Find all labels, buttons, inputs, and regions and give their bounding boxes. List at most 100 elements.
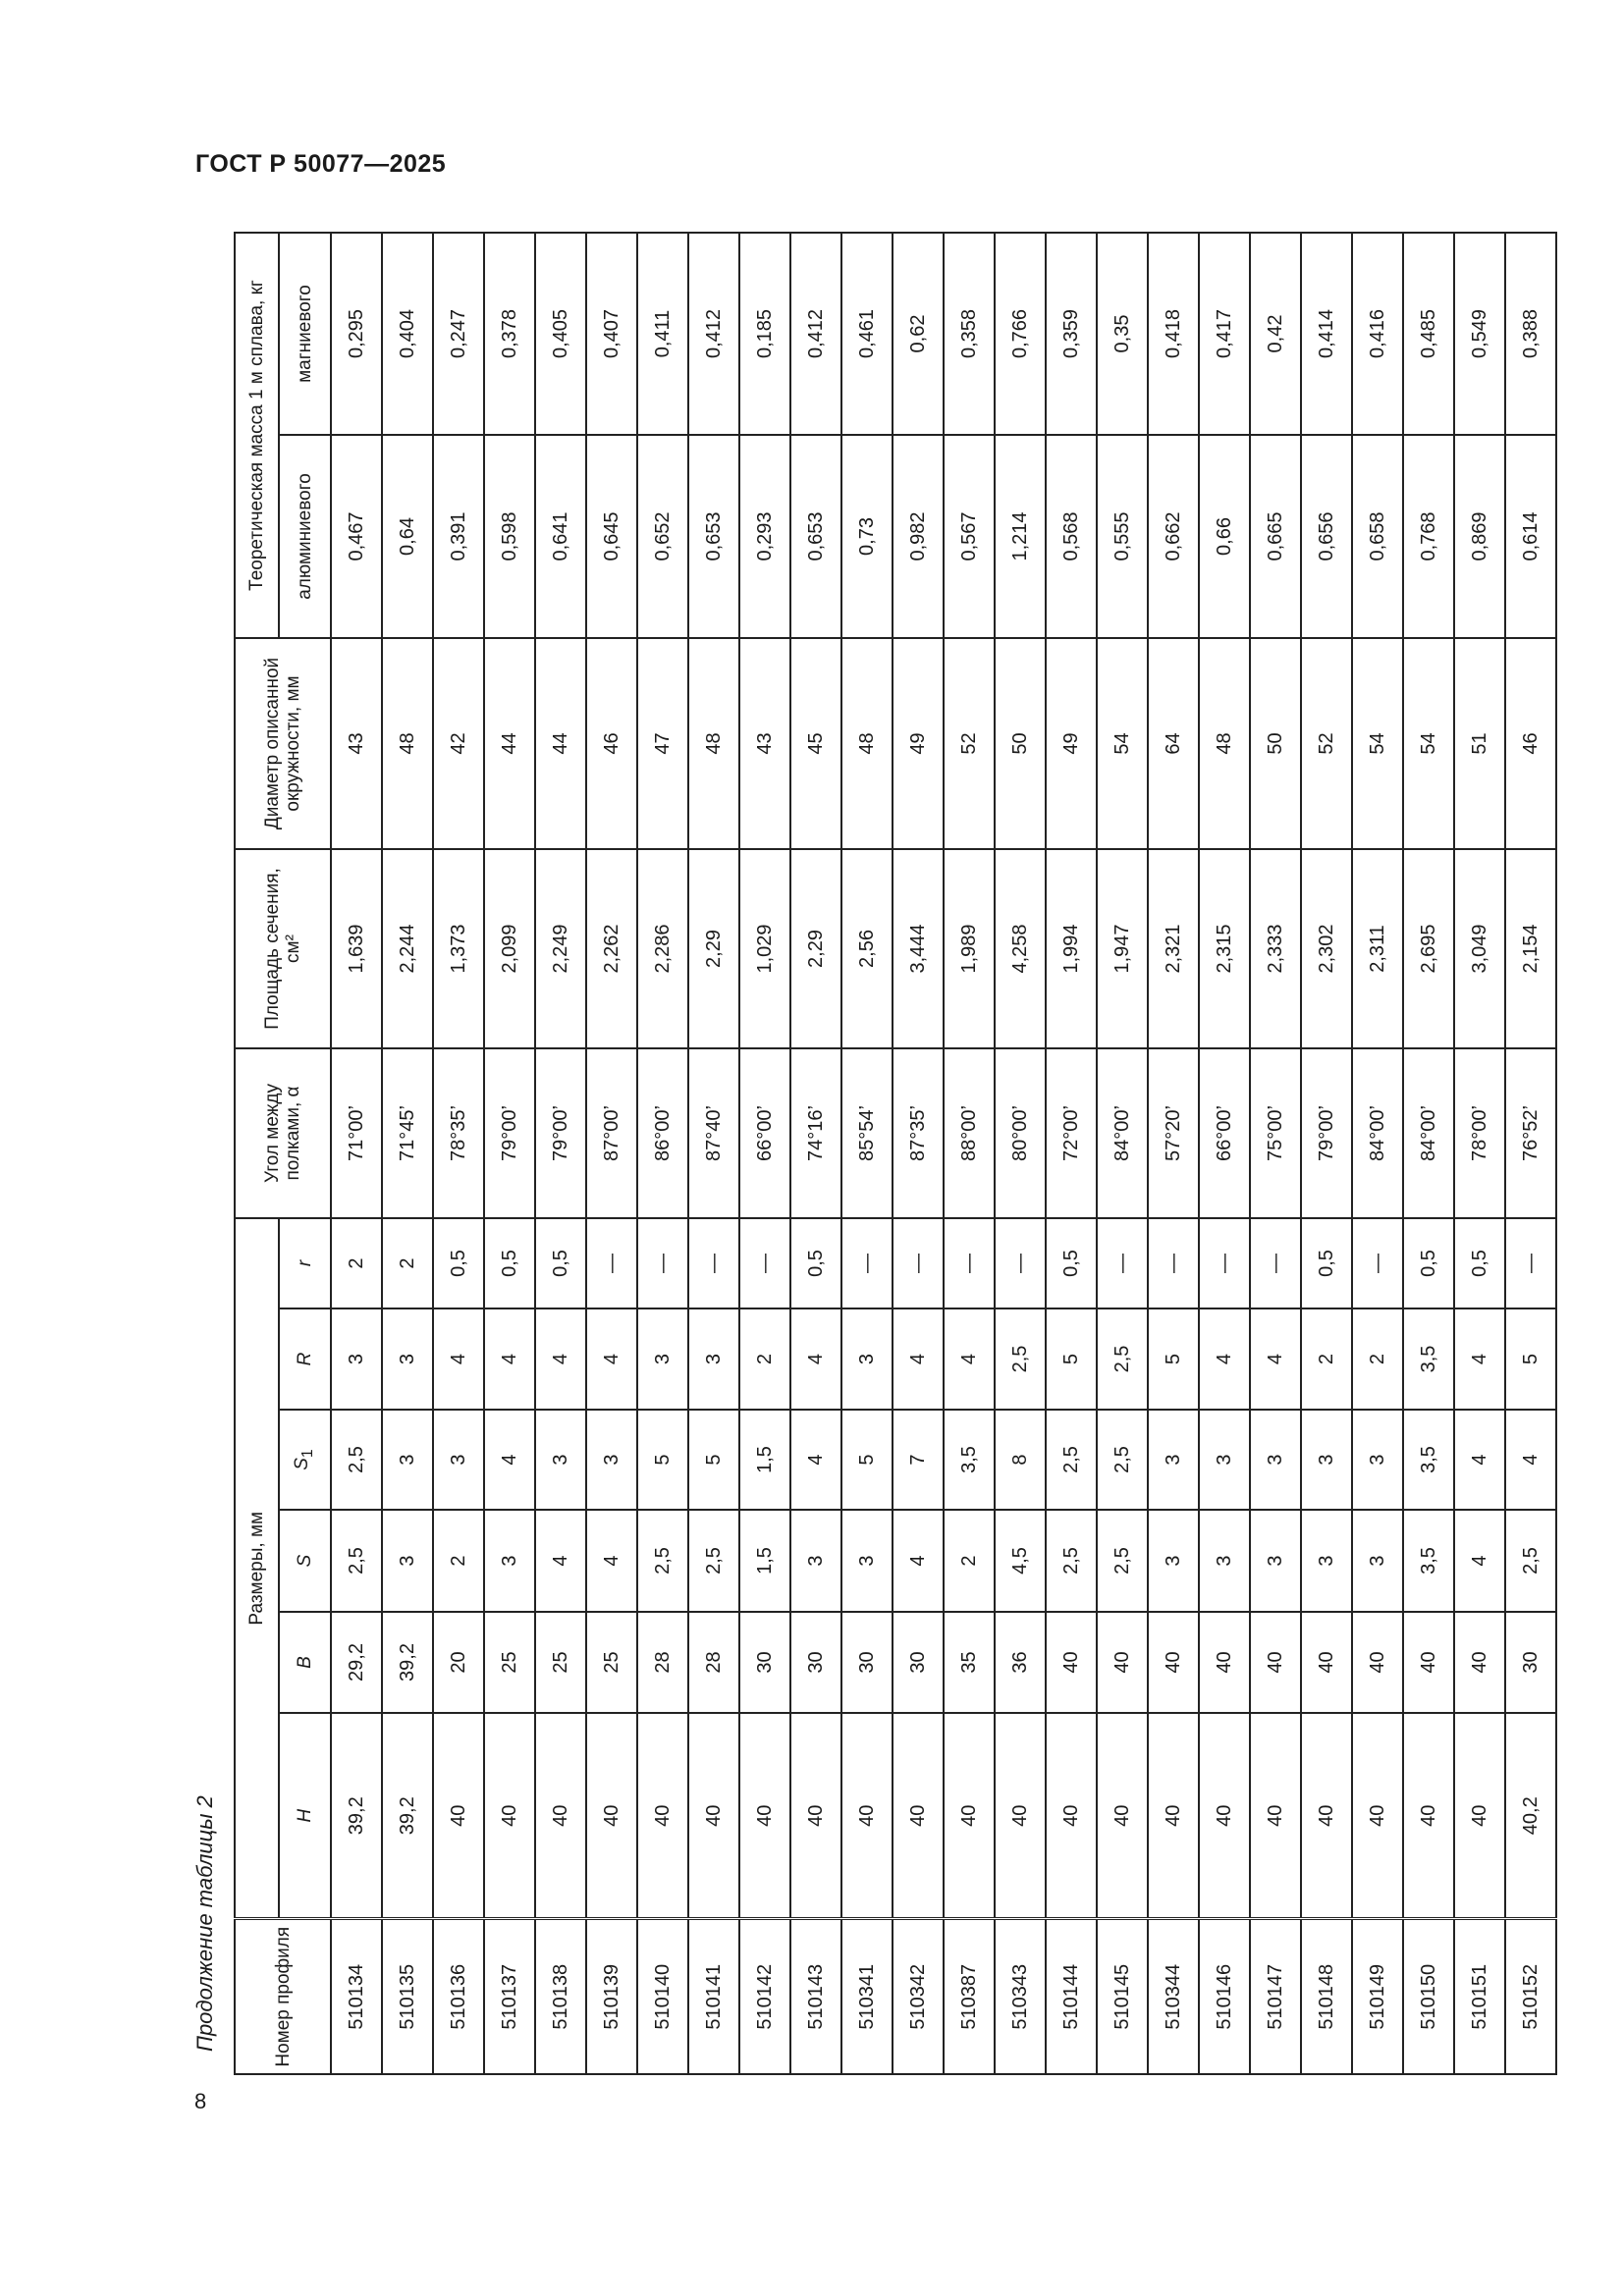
cell-diameter: 46 (1505, 638, 1556, 849)
cell-angle: 88°00’ (944, 1048, 995, 1218)
cell-mass-magnesium: 0,42 (1250, 233, 1301, 435)
cell-h: 40 (586, 1713, 637, 1919)
cell-b: 30 (790, 1612, 841, 1713)
cell-big-r: 4 (484, 1308, 535, 1410)
cell-profile-number: 510138 (535, 1919, 586, 2074)
table-row: 510136 40 20 2 3 4 0,5 78°35’ 1,373 42 0,391 0,247 (433, 233, 484, 2074)
cell-angle: 79°00’ (484, 1048, 535, 1218)
cell-mass-aluminum: 0,73 (841, 435, 893, 638)
cell-area: 2,249 (535, 849, 586, 1048)
cell-s1: 3 (433, 1410, 484, 1510)
cell-small-r: 0,5 (790, 1218, 841, 1308)
table-row: 510139 40 25 4 3 4—87°00’ 2,262 46 0,645 0,407 (586, 233, 637, 2074)
table-row: 510140 40 28 2,5 5 3—86°00’ 2,286 47 0,652 0,411 (637, 233, 688, 2074)
cell-b: 40 (1250, 1612, 1301, 1713)
cell-s1: 5 (637, 1410, 688, 1510)
cell-small-r: — (841, 1218, 893, 1308)
cell-b: 40 (1046, 1612, 1097, 1713)
cell-angle: 72°00’ (1046, 1048, 1097, 1218)
cell-area: 2,262 (586, 849, 637, 1048)
cell-area: 1,373 (433, 849, 484, 1048)
cell-s1: 3 (586, 1410, 637, 1510)
cell-mass-magnesium: 0,388 (1505, 233, 1556, 435)
cell-h: 40 (1250, 1713, 1301, 1919)
cell-area: 1,994 (1046, 849, 1097, 1048)
cell-diameter: 49 (893, 638, 944, 849)
cell-h: 40 (739, 1713, 790, 1919)
table-row: 510342 40 30 4 7 4—87°35’ 3,444 49 0,982 0,62 (893, 233, 944, 2074)
cell-angle: 78°00’ (1454, 1048, 1505, 1218)
cell-h: 40 (637, 1713, 688, 1919)
table-row: 510143 40 30 3 4 4 0,5 74°16’ 2,29 45 0,653 0,412 (790, 233, 841, 2074)
cell-diameter: 45 (790, 638, 841, 849)
cell-profile-number: 510151 (1454, 1919, 1505, 2074)
cell-diameter: 52 (944, 638, 995, 849)
cell-mass-magnesium: 0,404 (382, 233, 433, 435)
cell-b: 25 (484, 1612, 535, 1713)
cell-mass-aluminum: 0,662 (1148, 435, 1199, 638)
header-b: B (279, 1612, 331, 1713)
cell-big-r: 2,5 (1097, 1308, 1148, 1410)
cell-mass-magnesium: 0,405 (535, 233, 586, 435)
cell-profile-number: 510152 (1505, 1919, 1556, 2074)
cell-mass-aluminum: 0,665 (1250, 435, 1301, 638)
cell-angle: 79°00’ (535, 1048, 586, 1218)
cell-big-r: 3 (841, 1308, 893, 1410)
cell-area: 2,154 (1505, 849, 1556, 1048)
header-s1-label: S (292, 1458, 313, 1470)
cell-angle: 66°00’ (739, 1048, 790, 1218)
cell-profile-number: 510142 (739, 1919, 790, 2074)
cell-area: 2,321 (1148, 849, 1199, 1048)
header-sizes-group: Размеры, мм (235, 1218, 279, 1919)
cell-s: 2,5 (331, 1510, 382, 1612)
cell-b: 25 (535, 1612, 586, 1713)
cell-profile-number: 510136 (433, 1919, 484, 2074)
cell-h: 40 (944, 1713, 995, 1919)
cell-area: 2,695 (1403, 849, 1454, 1048)
cell-diameter: 43 (739, 638, 790, 849)
cell-s: 4 (586, 1510, 637, 1612)
cell-h: 39,2 (382, 1713, 433, 1919)
cell-b: 30 (1505, 1612, 1556, 1713)
cell-b: 28 (637, 1612, 688, 1713)
header-s1: S1 (279, 1410, 331, 1510)
table-caption: Продолжение таблицы 2 (192, 1795, 217, 2052)
table-row: 510146 40 40 3 3 4—66°00’ 2,315 48 0,66 0,417 (1199, 233, 1250, 2074)
cell-area: 3,049 (1454, 849, 1505, 1048)
cell-mass-magnesium: 0,407 (586, 233, 637, 435)
cell-s1: 2,5 (1097, 1410, 1148, 1510)
header-profile-number: Номер профиля (235, 1919, 331, 2074)
header-angle: Угол между полками, α (235, 1048, 331, 1218)
cell-area: 1,947 (1097, 849, 1148, 1048)
cell-mass-magnesium: 0,62 (893, 233, 944, 435)
cell-big-r: 4 (1250, 1308, 1301, 1410)
cell-diameter: 54 (1352, 638, 1403, 849)
cell-s: 2,5 (637, 1510, 688, 1612)
cell-profile-number: 510140 (637, 1919, 688, 2074)
cell-mass-magnesium: 0,247 (433, 233, 484, 435)
cell-mass-magnesium: 0,185 (739, 233, 790, 435)
document-title: ГОСТ Р 50077—2025 (195, 150, 447, 178)
header-diameter: Диаметр описанной окружности, мм (235, 638, 331, 849)
cell-mass-aluminum: 0,768 (1403, 435, 1454, 638)
cell-s1: 3 (382, 1410, 433, 1510)
table-row: 510144 40 40 2,5 2,5 5 0,5 72°00’ 1,994 49 0,568 0,… (1046, 233, 1097, 2074)
cell-angle: 87°35’ (893, 1048, 944, 1218)
cell-mass-aluminum: 0,656 (1301, 435, 1352, 638)
cell-diameter: 46 (586, 638, 637, 849)
cell-s: 2,5 (688, 1510, 739, 1612)
cell-small-r: 0,5 (1454, 1218, 1505, 1308)
cell-b: 36 (995, 1612, 1046, 1713)
cell-s: 2 (944, 1510, 995, 1612)
cell-s: 3 (1148, 1510, 1199, 1612)
cell-big-r: 4 (1454, 1308, 1505, 1410)
cell-diameter: 48 (1199, 638, 1250, 849)
cell-mass-aluminum: 0,658 (1352, 435, 1403, 638)
cell-b: 39,2 (382, 1612, 433, 1713)
cell-mass-magnesium: 0,295 (331, 233, 382, 435)
cell-b: 40 (1148, 1612, 1199, 1713)
header-s1-subscript: 1 (298, 1449, 316, 1459)
cell-s1: 3 (1250, 1410, 1301, 1510)
cell-small-r: — (1148, 1218, 1199, 1308)
table-body: 510134 39,2 29,2 2,5 2,5 3 2 71°00’ 1,639 43 0,467… (331, 233, 1556, 2074)
